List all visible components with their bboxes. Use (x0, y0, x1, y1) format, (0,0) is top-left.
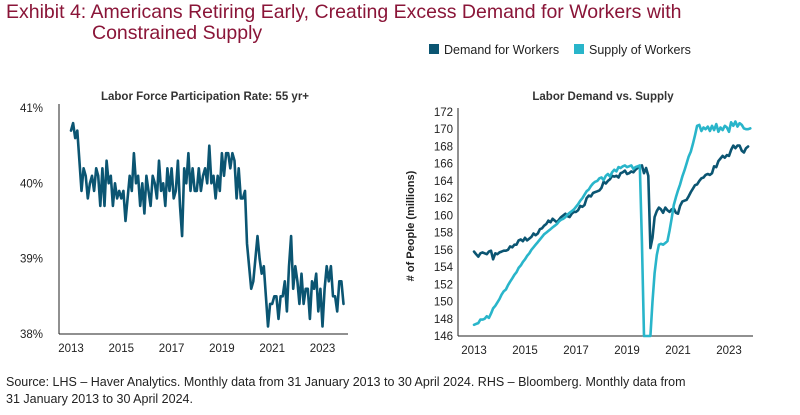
legend-label-supply: Supply of Workers (589, 43, 691, 57)
left-x-tick-label: 2019 (209, 343, 235, 355)
left-chart-title: Labor Force Participation Rate: 55 yr+ (101, 91, 309, 103)
left-y-tick-label: 39% (20, 254, 43, 266)
legend: Demand for Workers Supply of Workers (429, 43, 691, 57)
right-line-supply-of-workers (472, 120, 752, 338)
right-x-tick-label: 2015 (512, 345, 538, 357)
right-y-tick-label: 170 (434, 124, 453, 136)
right-x-tick-label: 2023 (716, 345, 742, 357)
left-x-tick-label: 2017 (159, 343, 185, 355)
right-x-tick-label: 2017 (563, 345, 589, 357)
right-line-demand-for-workers (472, 144, 750, 261)
right-x-tick-label: 2021 (665, 345, 691, 357)
left-x-axis: 2013 2015 2017 2019 2021 2023 (58, 333, 348, 355)
right-y-tick-label: 168 (434, 141, 453, 153)
left-y-tick-label: 40% (20, 178, 43, 190)
right-y-tick-label: 164 (434, 176, 454, 188)
left-x-tick-label: 2021 (259, 343, 285, 355)
charts-canvas: Demand for Workers Supply of Workers Lab… (20, 43, 753, 357)
title-line-1: Exhibit 4: Americans Retiring Early, Cre… (6, 1, 682, 23)
participation-rate-chart: Labor Force Participation Rate: 55 yr+ 4… (20, 91, 348, 355)
exhibit-title: Exhibit 4: Americans Retiring Early, Cre… (6, 2, 682, 44)
right-chart-title: Labor Demand vs. Supply (532, 91, 674, 103)
right-y-axis: 172 170 168 166 164 162 160 158 156 154 152 150 148 1… (434, 107, 459, 343)
right-y-tick-label: 156 (434, 245, 453, 257)
left-y-tick-label: 41% (20, 103, 43, 115)
right-y-tick-label: 148 (434, 314, 453, 326)
right-y-tick-label: 152 (434, 279, 453, 291)
right-y-tick-label: 172 (434, 107, 453, 119)
title-line-2: Constrained Supply (92, 22, 263, 44)
source-note: Source: LHS – Haver Analytics. Monthly d… (6, 374, 796, 408)
right-x-tick-label: 2019 (614, 345, 640, 357)
demand-supply-chart: Labor Demand vs. Supply # of People (mil… (405, 91, 753, 357)
right-x-tick-label: 2013 (461, 345, 487, 357)
source-line-2: 31 January 2013 to 30 April 2024. (6, 392, 193, 406)
right-y-tick-label: 160 (434, 210, 453, 222)
left-x-tick-label: 2015 (109, 343, 135, 355)
right-y-tick-label: 162 (434, 193, 453, 205)
right-y-tick-label: 158 (434, 228, 453, 240)
legend-label-demand: Demand for Workers (444, 43, 559, 57)
right-y-tick-label: 146 (434, 331, 453, 343)
right-x-axis: 2013 2015 2017 2019 2021 2023 (458, 335, 753, 357)
right-y-tick-label: 154 (434, 262, 454, 274)
legend-swatch-supply (574, 44, 584, 54)
left-plot-area (69, 121, 345, 328)
right-y-tick-label: 150 (434, 297, 453, 309)
right-plot-area (472, 120, 752, 338)
left-line-left-series-0 (69, 121, 345, 328)
left-y-axis: 41% 40% 39% 38% (20, 103, 60, 341)
left-x-tick-label: 2023 (310, 343, 336, 355)
right-y-tick-label: 166 (434, 159, 453, 171)
left-y-tick-label: 38% (20, 329, 43, 341)
legend-swatch-demand (429, 44, 439, 54)
right-y-axis-label: # of People (millions) (405, 170, 417, 281)
left-x-tick-label: 2013 (58, 343, 84, 355)
source-line-1: Source: LHS – Haver Analytics. Monthly d… (6, 375, 686, 389)
